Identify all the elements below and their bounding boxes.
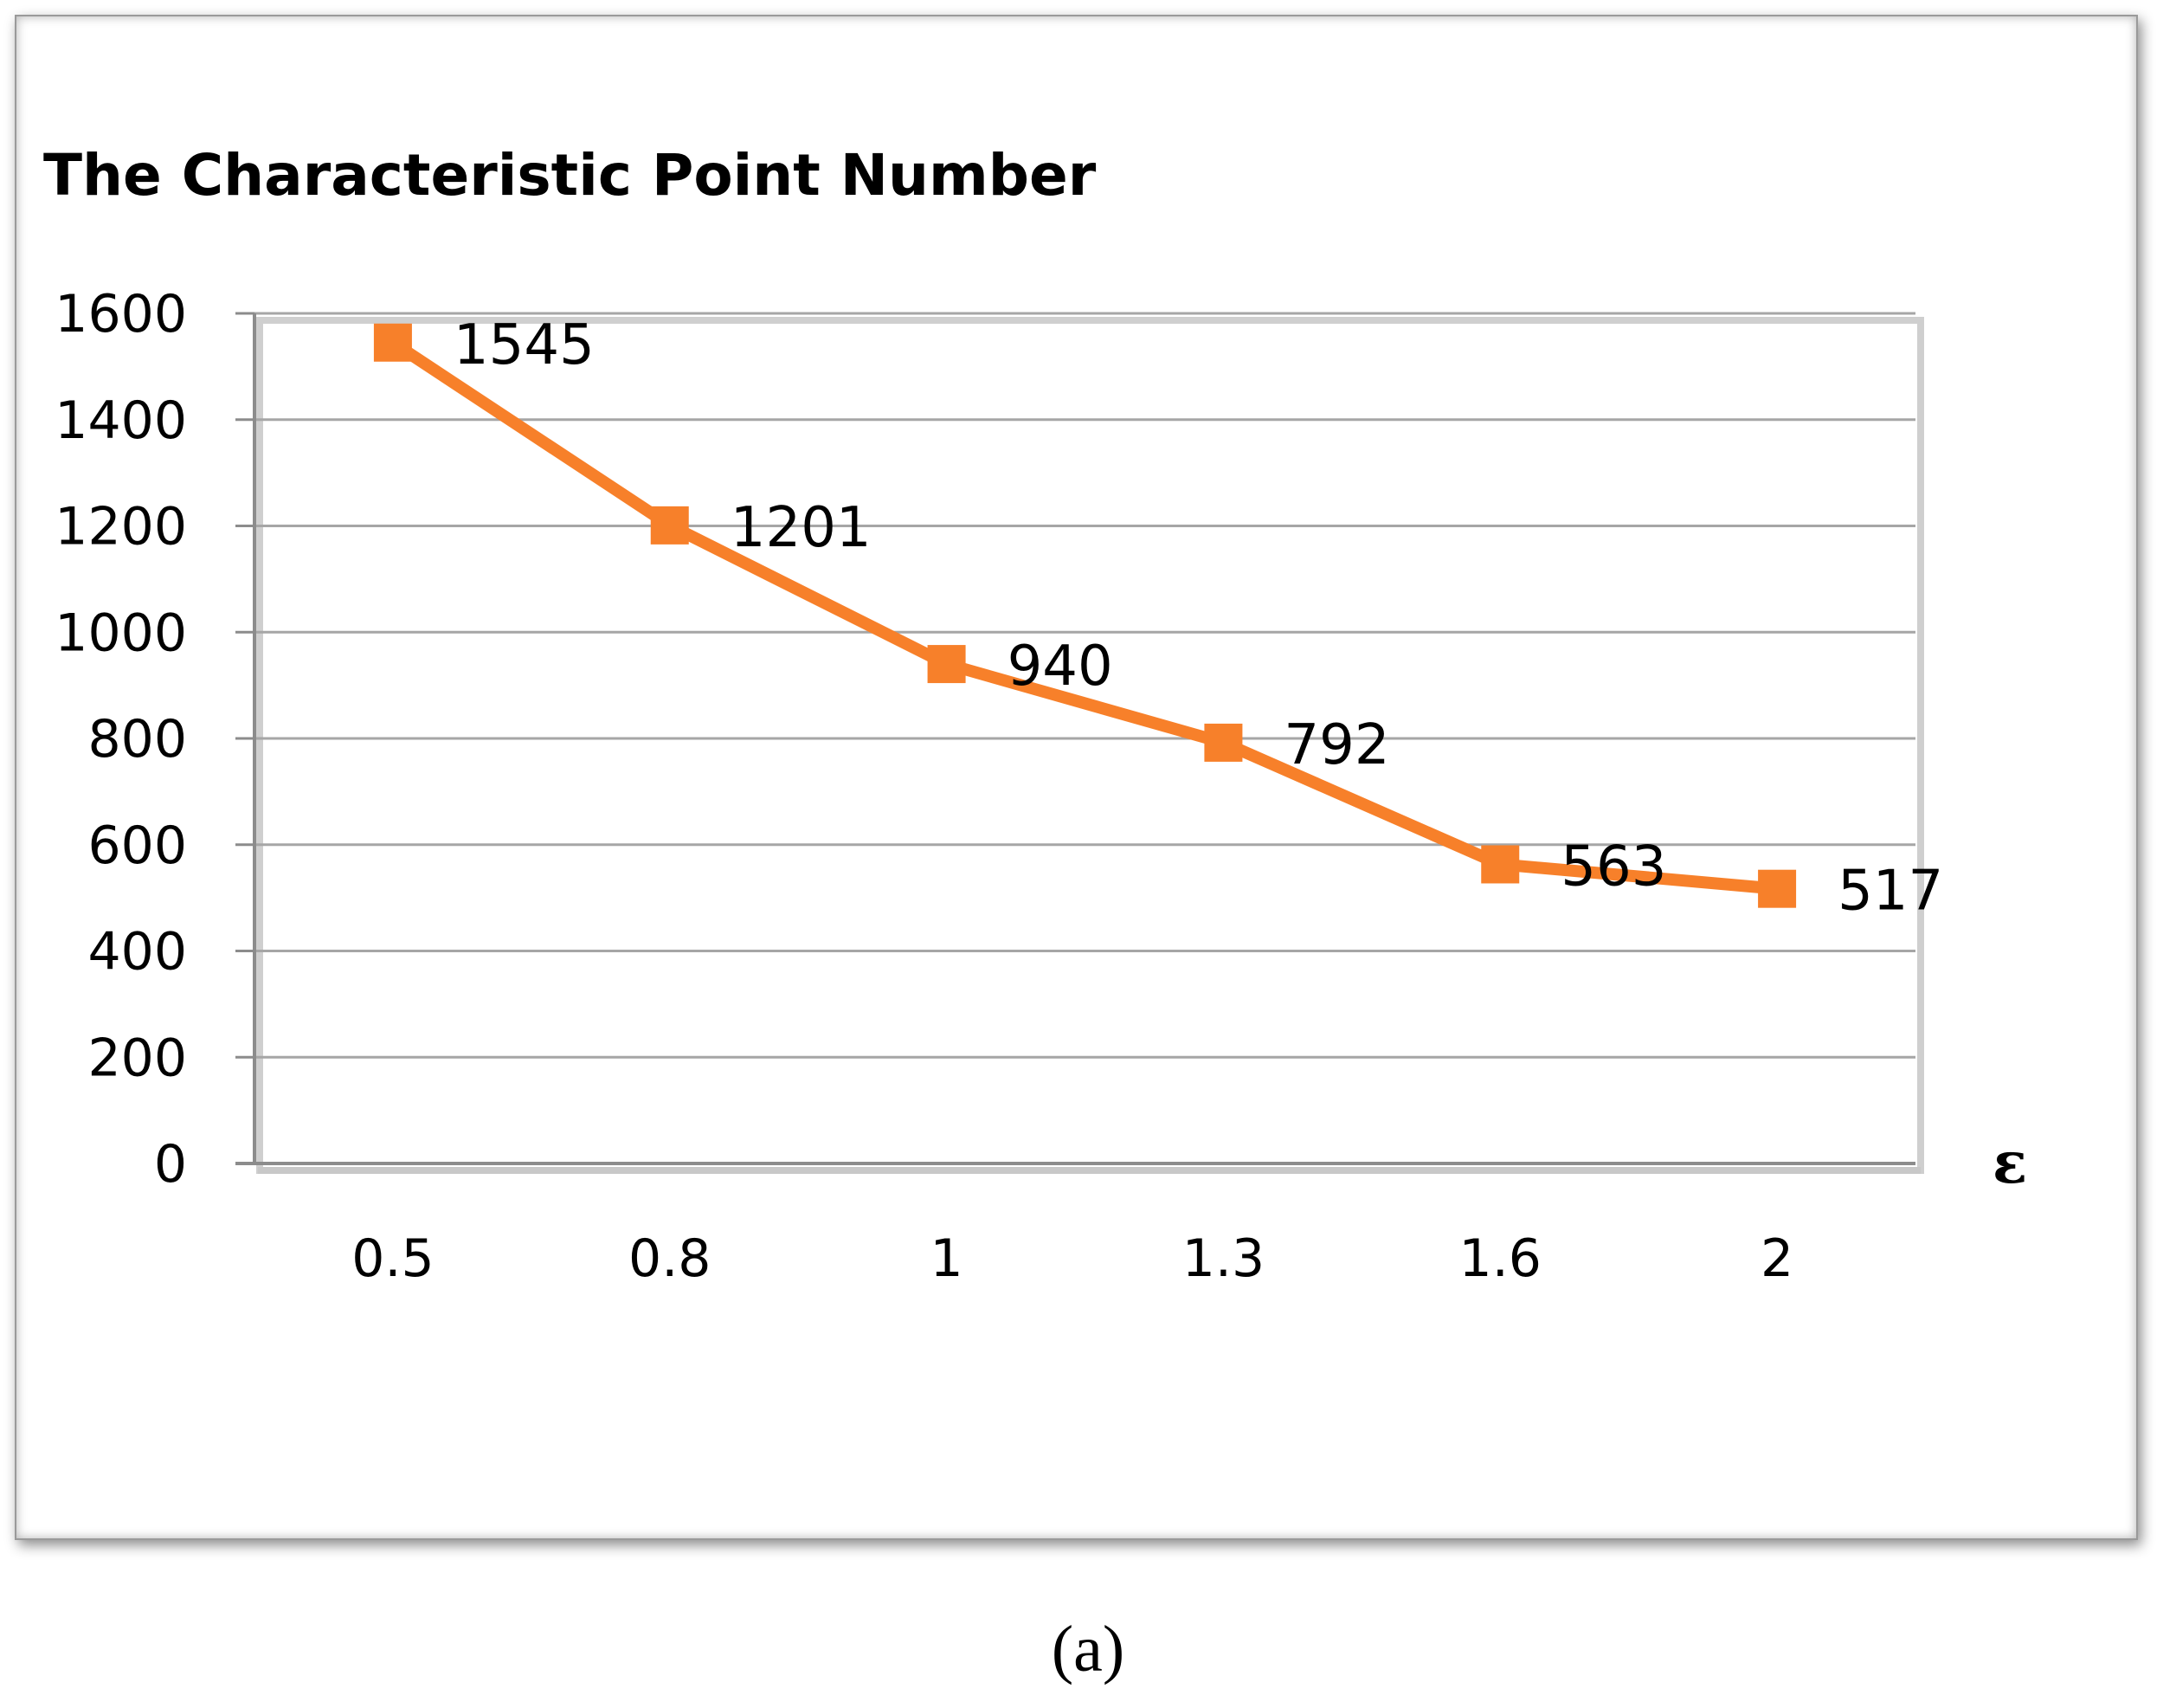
data-label: 517	[1838, 860, 1943, 924]
y-tick-label: 1000	[55, 603, 187, 663]
data-label: 940	[1008, 635, 1113, 699]
gridlines	[235, 312, 1915, 1165]
x-tick-label: 2	[1761, 1228, 1793, 1289]
chart-title: The Characteristic Point Number	[43, 142, 1097, 209]
data-label: 1545	[454, 313, 595, 377]
x-tick-label: 1	[930, 1228, 962, 1289]
y-tick-label: 1400	[55, 390, 187, 451]
data-label: 792	[1284, 713, 1389, 777]
data-point-marker	[1204, 723, 1243, 762]
series-markers	[373, 323, 1797, 908]
data-labels: 1545 1201 940 792 563 517	[454, 313, 1943, 924]
data-point-marker	[1758, 869, 1797, 908]
y-tick-label: 200	[87, 1028, 187, 1088]
data-point-marker	[650, 506, 689, 545]
y-tick-label: 1200	[55, 497, 187, 558]
data-point-marker	[927, 645, 966, 684]
plot-shadow-edge	[256, 317, 1924, 1174]
y-tick-label: 0	[154, 1134, 187, 1195]
y-tick-label: 600	[87, 815, 187, 876]
series-polyline	[386, 336, 1784, 895]
x-axis-label: ε	[1993, 1129, 2027, 1196]
data-label: 563	[1561, 835, 1666, 899]
series-line	[386, 336, 1784, 895]
y-tick-label: 400	[87, 922, 187, 983]
x-tick-label: 0.5	[351, 1228, 434, 1289]
x-tick-label: 1.3	[1182, 1228, 1265, 1289]
chart-frame	[15, 15, 2138, 1540]
y-tick-labels: 0 200 400 600 800 1000 1200 1400 1600	[55, 284, 187, 1195]
plot-area-shadow	[256, 317, 1924, 1174]
y-tick-label: 1600	[55, 284, 187, 345]
data-label: 1201	[731, 496, 872, 560]
axes	[235, 313, 1921, 1174]
data-point-marker	[1481, 845, 1520, 884]
figure-caption: (a)	[1051, 1613, 1125, 1685]
x-tick-label: 1.6	[1459, 1228, 1542, 1289]
x-tick-label: 0.8	[628, 1228, 711, 1289]
x-tick-labels: 0.5 0.8 1 1.3 1.6 2	[351, 1228, 1793, 1289]
y-tick-label: 800	[87, 709, 187, 770]
data-point-marker	[373, 323, 412, 362]
